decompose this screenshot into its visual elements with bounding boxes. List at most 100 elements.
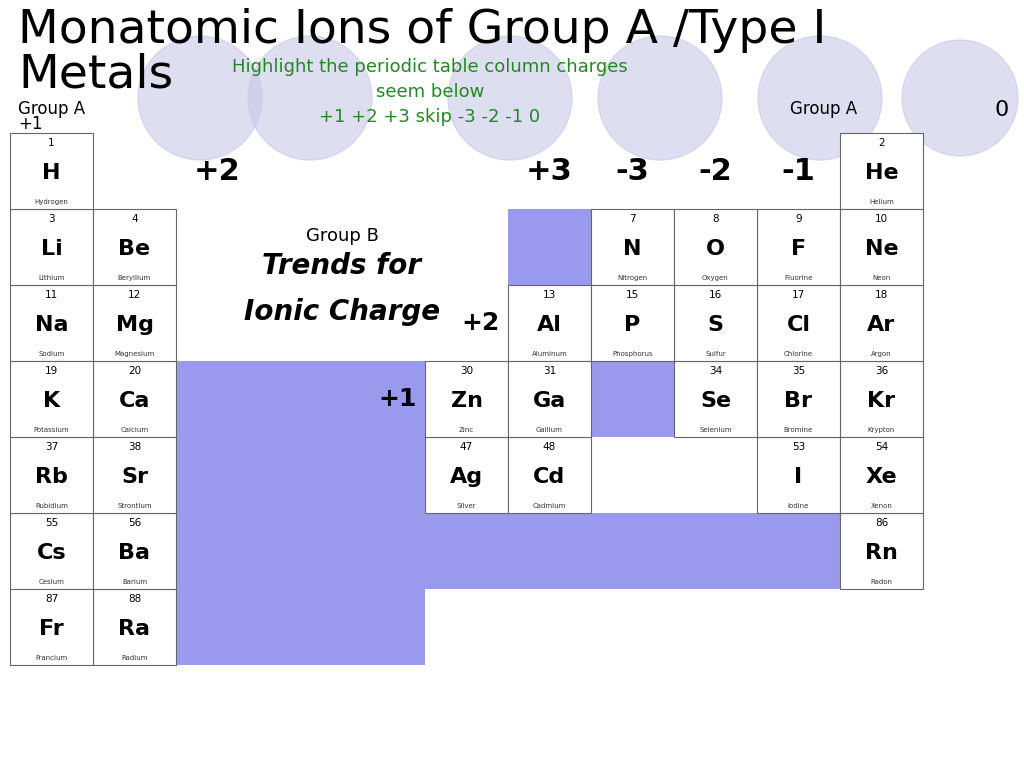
Bar bbox=[840, 209, 923, 285]
Text: -3: -3 bbox=[615, 157, 649, 186]
Bar bbox=[674, 209, 757, 285]
Text: Br: Br bbox=[784, 390, 812, 411]
Circle shape bbox=[902, 40, 1018, 156]
Bar bbox=[757, 209, 840, 285]
Bar bbox=[508, 437, 591, 513]
Text: 38: 38 bbox=[128, 442, 141, 452]
Text: 7: 7 bbox=[629, 214, 636, 224]
Text: Zinc: Zinc bbox=[459, 427, 474, 433]
Bar bbox=[10, 209, 93, 285]
Text: Silver: Silver bbox=[457, 503, 476, 509]
Text: Helium: Helium bbox=[869, 199, 894, 205]
Text: Selenium: Selenium bbox=[699, 427, 732, 433]
Text: Sr: Sr bbox=[121, 466, 148, 486]
Bar bbox=[591, 285, 674, 361]
Text: 53: 53 bbox=[792, 442, 805, 452]
Text: 4: 4 bbox=[131, 214, 138, 224]
Bar bbox=[757, 361, 840, 437]
Text: Bromine: Bromine bbox=[784, 427, 813, 433]
Text: 3: 3 bbox=[48, 214, 55, 224]
Text: 8: 8 bbox=[712, 214, 719, 224]
Text: 2: 2 bbox=[879, 138, 885, 148]
Text: Ra: Ra bbox=[119, 618, 151, 638]
Text: 16: 16 bbox=[709, 290, 722, 300]
Circle shape bbox=[138, 36, 262, 160]
Text: K: K bbox=[43, 390, 60, 411]
Text: 37: 37 bbox=[45, 442, 58, 452]
Text: 15: 15 bbox=[626, 290, 639, 300]
Text: Argon: Argon bbox=[871, 351, 892, 357]
Bar bbox=[674, 285, 757, 361]
Text: Lithium: Lithium bbox=[38, 275, 65, 281]
Text: Kr: Kr bbox=[867, 390, 896, 411]
Text: Hydrogen: Hydrogen bbox=[35, 199, 69, 205]
Text: 30: 30 bbox=[460, 366, 473, 376]
Text: Cd: Cd bbox=[534, 466, 565, 486]
Circle shape bbox=[598, 36, 722, 160]
Text: He: He bbox=[864, 163, 898, 183]
Text: 86: 86 bbox=[874, 518, 888, 528]
Text: Ag: Ag bbox=[450, 466, 483, 486]
Text: Monatomic Ions of Group A /Type I: Monatomic Ions of Group A /Type I bbox=[18, 8, 826, 53]
Bar bbox=[840, 513, 923, 589]
Text: Nitrogen: Nitrogen bbox=[617, 275, 647, 281]
Text: 0: 0 bbox=[995, 100, 1010, 120]
Text: 20: 20 bbox=[128, 366, 141, 376]
Text: +2: +2 bbox=[462, 311, 500, 335]
Text: 34: 34 bbox=[709, 366, 722, 376]
Text: Xenon: Xenon bbox=[870, 503, 893, 509]
Bar bbox=[840, 285, 923, 361]
Text: Francium: Francium bbox=[36, 655, 68, 661]
Text: Chlorine: Chlorine bbox=[784, 351, 813, 357]
Text: 9: 9 bbox=[796, 214, 802, 224]
Text: 36: 36 bbox=[874, 366, 888, 376]
Text: Oxygen: Oxygen bbox=[702, 275, 729, 281]
Text: 56: 56 bbox=[128, 518, 141, 528]
Text: 35: 35 bbox=[792, 366, 805, 376]
Text: Ne: Ne bbox=[864, 239, 898, 259]
Text: Cs: Cs bbox=[37, 542, 67, 562]
Text: 13: 13 bbox=[543, 290, 556, 300]
Text: S: S bbox=[708, 315, 724, 335]
Text: Rubidium: Rubidium bbox=[35, 503, 68, 509]
Bar bbox=[591, 209, 674, 285]
Text: 12: 12 bbox=[128, 290, 141, 300]
Text: Gallium: Gallium bbox=[536, 427, 563, 433]
Bar bbox=[93, 589, 176, 665]
Text: Ar: Ar bbox=[867, 315, 896, 335]
Text: Calcium: Calcium bbox=[121, 427, 148, 433]
Text: Mg: Mg bbox=[116, 315, 154, 335]
Text: Group A: Group A bbox=[790, 100, 857, 118]
Text: F: F bbox=[791, 239, 806, 259]
Text: -1: -1 bbox=[781, 157, 815, 186]
Text: 54: 54 bbox=[874, 442, 888, 452]
Bar bbox=[508, 361, 591, 437]
Text: Radium: Radium bbox=[121, 655, 147, 661]
Text: 10: 10 bbox=[874, 214, 888, 224]
Text: Se: Se bbox=[700, 390, 731, 411]
Text: H: H bbox=[42, 163, 60, 183]
Bar bbox=[10, 589, 93, 665]
Text: 1: 1 bbox=[48, 138, 55, 148]
Text: Ba: Ba bbox=[119, 542, 151, 562]
Bar bbox=[508, 209, 591, 285]
Text: Group A: Group A bbox=[18, 100, 85, 118]
Text: Zn: Zn bbox=[451, 390, 482, 411]
Text: Be: Be bbox=[119, 239, 151, 259]
Text: 87: 87 bbox=[45, 594, 58, 604]
Text: Al: Al bbox=[537, 315, 562, 335]
Text: Barium: Barium bbox=[122, 579, 147, 585]
Text: 48: 48 bbox=[543, 442, 556, 452]
Text: Fr: Fr bbox=[39, 618, 63, 638]
Text: 19: 19 bbox=[45, 366, 58, 376]
Circle shape bbox=[758, 36, 882, 160]
Circle shape bbox=[449, 36, 572, 160]
Bar bbox=[10, 513, 93, 589]
Text: Ionic Charge: Ionic Charge bbox=[244, 298, 440, 326]
Text: +2: +2 bbox=[194, 157, 241, 186]
Text: Sulfur: Sulfur bbox=[706, 351, 726, 357]
Text: Fluorine: Fluorine bbox=[784, 275, 813, 281]
Text: Phosphorus: Phosphorus bbox=[612, 351, 653, 357]
Text: 18: 18 bbox=[874, 290, 888, 300]
Text: Ca: Ca bbox=[119, 390, 151, 411]
